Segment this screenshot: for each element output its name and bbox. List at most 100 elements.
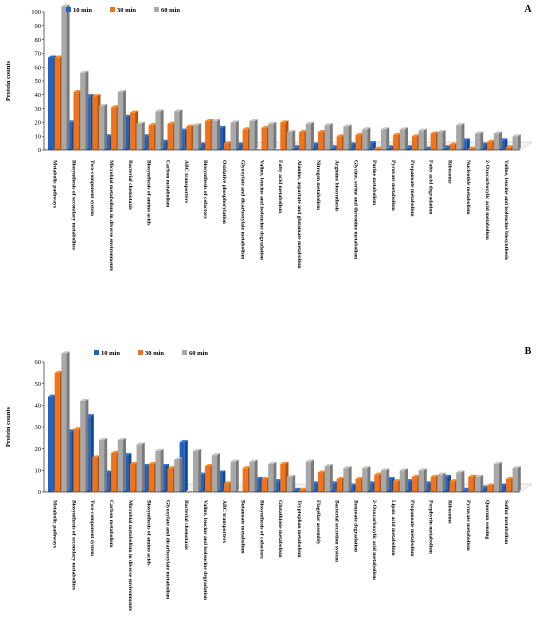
y-axis-label: Protein counts xyxy=(5,60,12,101)
bar xyxy=(155,448,164,492)
bar-top xyxy=(192,123,202,126)
legend-label: 30 min xyxy=(117,7,136,14)
bar-top xyxy=(167,466,176,469)
bar-top xyxy=(249,459,258,462)
bar xyxy=(61,351,70,492)
bar-top xyxy=(474,131,484,134)
bar-side xyxy=(348,124,352,150)
bar-top xyxy=(117,438,126,440)
bar-top xyxy=(80,70,89,73)
bar-front xyxy=(223,483,230,492)
y-tick-label: 40 xyxy=(35,92,42,99)
bar-front xyxy=(474,476,481,492)
bar-front xyxy=(174,459,180,492)
bar-front xyxy=(380,129,387,150)
bar-top xyxy=(456,123,465,126)
x-tick-label: Glycine, serine and threonine metabolism xyxy=(352,160,358,260)
bar-front xyxy=(268,463,274,492)
x-tick-label: Biosynthesis of secondary metabolites xyxy=(70,160,76,251)
bar-side xyxy=(498,461,502,492)
y-tick-label: 100 xyxy=(31,9,41,16)
bar-side xyxy=(386,127,390,150)
x-tick-label: Microbial metabolism in diverse environm… xyxy=(108,160,114,272)
bar-front xyxy=(242,468,248,492)
bar-front xyxy=(148,125,154,150)
bar xyxy=(493,131,502,150)
bar-front xyxy=(148,463,154,492)
bar-front xyxy=(73,92,79,150)
bar-side xyxy=(480,131,484,150)
y-tick-label: 20 xyxy=(35,120,42,127)
bar-top xyxy=(249,119,258,122)
bar-top xyxy=(98,103,108,106)
x-tick-label: Glyoxylate and dicarboxylate metabolism xyxy=(164,500,170,600)
bar-front xyxy=(98,440,105,492)
bar-top xyxy=(362,127,371,130)
bar-side xyxy=(372,141,376,150)
bar-top xyxy=(73,427,82,430)
bar-front xyxy=(167,468,173,492)
x-tick-label: Alanine, aspartate and glutamate metabol… xyxy=(296,160,302,269)
bar-side xyxy=(310,121,314,150)
bar-side xyxy=(329,464,333,492)
x-tick-label: Ribosome xyxy=(446,160,452,184)
bar-side xyxy=(480,474,484,492)
bar xyxy=(286,474,296,492)
bar-front xyxy=(442,147,449,150)
legend: 10 min 30 min 60 min xyxy=(66,7,180,14)
bar xyxy=(418,468,427,492)
bar xyxy=(362,127,371,150)
y-tick-label: 90 xyxy=(35,23,42,30)
bar-front xyxy=(512,468,518,492)
bar-side xyxy=(85,70,89,150)
bar-side xyxy=(179,457,183,492)
bar-side xyxy=(122,438,126,492)
bar-front xyxy=(205,466,211,492)
y-tick-label: 10 xyxy=(35,468,42,475)
bar-top xyxy=(129,461,139,464)
x-tick-label: ABC transporters xyxy=(183,160,189,204)
bar-front xyxy=(292,147,298,150)
bar-top xyxy=(336,134,345,137)
bar-front xyxy=(456,472,462,492)
bar-front xyxy=(117,92,123,150)
bar-top xyxy=(487,483,496,486)
bar-top xyxy=(148,461,157,464)
bar-side xyxy=(235,120,239,150)
bar-front xyxy=(461,489,467,492)
bar-top xyxy=(280,461,289,464)
x-tick-label: Arginine biosynthesis xyxy=(334,160,340,212)
bar-side xyxy=(367,466,371,492)
bar-top xyxy=(399,468,408,471)
bar-top xyxy=(167,121,176,124)
x-tick-label: Biosynthesis of cofactors xyxy=(258,500,264,560)
bar xyxy=(211,453,220,492)
bar-front xyxy=(362,468,368,492)
bar xyxy=(399,127,408,150)
bar xyxy=(456,470,465,492)
x-tick-label: Fatty acid metabolism xyxy=(277,160,283,213)
bar xyxy=(174,109,183,150)
bar-top xyxy=(449,142,458,145)
x-tick-label: Pyruvate metabolism xyxy=(465,500,471,551)
x-tick-label: Purine metabolism xyxy=(371,160,377,206)
bar xyxy=(305,121,314,150)
bar-top xyxy=(242,127,251,130)
bar-top xyxy=(449,479,458,482)
bar-side xyxy=(404,127,408,150)
bar-front xyxy=(98,105,105,150)
bar-top xyxy=(92,455,101,458)
bar-front xyxy=(374,474,380,492)
y-tick-label: 0 xyxy=(38,147,41,154)
legend-label: 10 min xyxy=(101,350,120,357)
bar-top xyxy=(174,109,183,112)
bar-top xyxy=(192,448,202,451)
bar-front xyxy=(487,485,493,492)
bar-side xyxy=(141,121,145,150)
x-tick-label: Tryptophan metabolism xyxy=(296,500,302,558)
bar-side xyxy=(442,130,446,150)
legend-label: 10 min xyxy=(73,7,92,14)
y-tick-label: 30 xyxy=(35,106,42,113)
bar-side xyxy=(85,399,89,492)
bar-front xyxy=(324,125,330,150)
